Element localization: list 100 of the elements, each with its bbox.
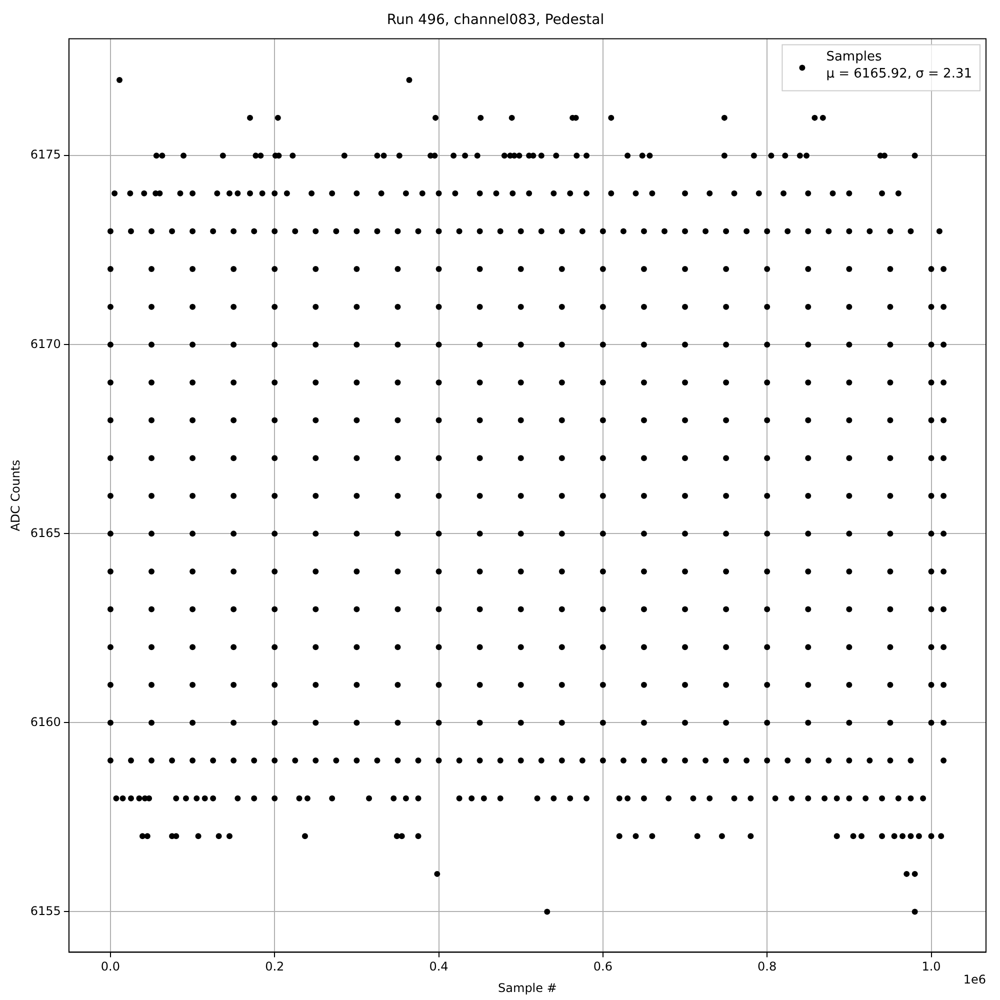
point (805, 417, 812, 424)
point (940, 606, 947, 612)
point (584, 795, 590, 802)
point (415, 228, 422, 234)
point (662, 758, 668, 764)
point (380, 152, 387, 159)
point (805, 530, 812, 537)
point (620, 758, 626, 764)
point (394, 342, 401, 348)
point (476, 379, 483, 386)
point (600, 304, 606, 310)
point (702, 758, 709, 764)
point (632, 833, 639, 840)
point (226, 833, 232, 840)
point (908, 795, 914, 802)
point (624, 152, 631, 159)
point (558, 266, 565, 272)
point (640, 342, 647, 348)
y-tick-label: 6165 (30, 526, 61, 540)
point (456, 758, 462, 764)
point (887, 492, 894, 499)
point (139, 833, 146, 840)
point (272, 492, 278, 499)
point (518, 606, 524, 612)
point (887, 606, 894, 612)
point (846, 530, 852, 537)
point (624, 795, 631, 802)
point (862, 795, 869, 802)
point (390, 795, 397, 802)
point (312, 228, 319, 234)
point (450, 152, 457, 159)
point (292, 758, 298, 764)
point (682, 644, 688, 650)
point (600, 492, 606, 499)
point (558, 228, 565, 234)
point (230, 417, 237, 424)
point (928, 606, 934, 612)
point (518, 758, 524, 764)
point (272, 304, 278, 310)
point (887, 530, 894, 537)
point (764, 304, 770, 310)
point (764, 228, 770, 234)
point (230, 530, 237, 537)
point (394, 758, 401, 764)
point (216, 833, 222, 840)
point (436, 228, 442, 234)
x-tick-label: 0.0 (100, 960, 120, 974)
point (272, 455, 278, 462)
point (436, 304, 442, 310)
point (640, 606, 647, 612)
chart-title: Run 496, channel083, Pedestal (386, 12, 604, 28)
point (354, 530, 360, 537)
point (928, 568, 934, 574)
point (476, 228, 483, 234)
point (272, 379, 278, 386)
point (826, 758, 832, 764)
point (107, 342, 114, 348)
point (526, 190, 532, 196)
point (180, 152, 187, 159)
point (600, 530, 606, 537)
point (230, 379, 237, 386)
point (682, 417, 688, 424)
point (600, 455, 606, 462)
point (600, 266, 606, 272)
point (272, 795, 278, 802)
point (148, 417, 155, 424)
point (805, 682, 812, 688)
point (476, 720, 483, 726)
point (230, 266, 237, 272)
point (394, 379, 401, 386)
point (107, 492, 114, 499)
point (574, 152, 580, 159)
point (476, 758, 483, 764)
point (230, 644, 237, 650)
point (616, 795, 622, 802)
point (476, 644, 483, 650)
point (706, 190, 713, 196)
point (616, 833, 622, 840)
point (584, 190, 590, 196)
point (436, 342, 442, 348)
point (940, 644, 947, 650)
point (887, 379, 894, 386)
point (682, 758, 688, 764)
point (805, 720, 812, 726)
point (190, 417, 196, 424)
point (195, 833, 202, 840)
point (830, 190, 836, 196)
y-axis-title: ADC Counts (8, 460, 22, 532)
point (805, 379, 812, 386)
point (312, 682, 319, 688)
point (497, 228, 504, 234)
point (476, 606, 483, 612)
y-tick-label: 6155 (30, 904, 61, 918)
point (640, 304, 647, 310)
point (251, 795, 258, 802)
point (107, 379, 114, 386)
point (640, 758, 647, 764)
point (308, 190, 315, 196)
point (600, 682, 606, 688)
point (682, 190, 688, 196)
